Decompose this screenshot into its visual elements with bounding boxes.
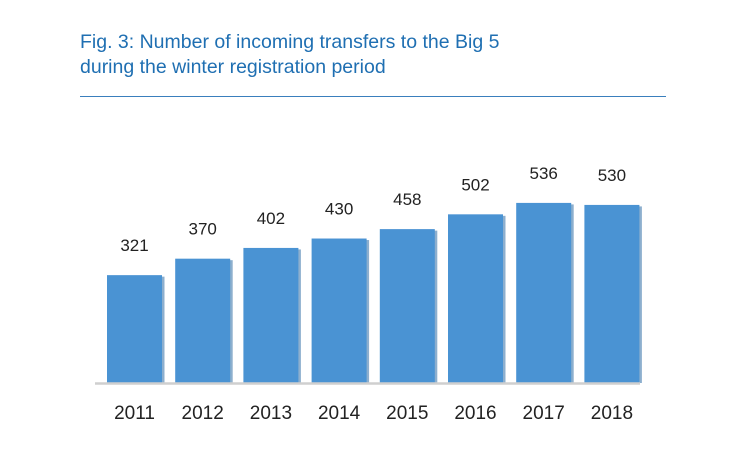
x-tick-2013: 2013 [250,403,292,424]
x-tick-2018: 2018 [591,403,633,424]
bar-2013 [243,247,299,383]
data-label-2015: 458 [393,190,421,209]
data-label-2016: 502 [461,175,489,194]
x-tick-2014: 2014 [318,403,361,424]
bar-2018 [584,204,640,383]
x-tick-labels: 2011 2012 2013 2014 2015 2016 2017 2018 [114,403,633,424]
bar-2016 [448,214,503,383]
data-label-2017: 536 [530,164,558,183]
title-divider [80,96,666,97]
bar-2014 [311,238,367,383]
bar-2015 [379,229,435,383]
x-tick-2015: 2015 [386,403,428,424]
x-tick-2012: 2012 [182,403,224,424]
x-tick-2011: 2011 [114,403,155,424]
data-label-2011: 321 [120,236,148,255]
x-tick-2017: 2017 [523,403,565,424]
bar-2017 [516,202,572,383]
data-label-2018: 530 [598,166,626,185]
x-tick-2016: 2016 [454,403,496,424]
chart-title-line-1: Fig. 3: Number of incoming transfers to … [80,31,500,53]
bars [107,202,642,383]
chart-title-line-2: during the winter registration period [80,56,386,78]
data-labels: 321 370 402 430 458 502 536 530 [120,164,626,255]
chart-title: Fig. 3: Number of incoming transfers to … [80,30,680,80]
data-label-2013: 402 [257,209,285,228]
bar-2011 [107,275,162,383]
data-label-2014: 430 [325,200,353,219]
data-label-2012: 370 [189,220,217,239]
bar-2012 [175,258,231,383]
